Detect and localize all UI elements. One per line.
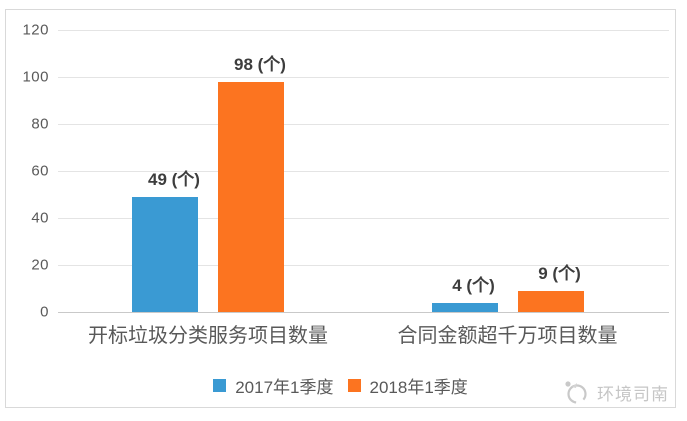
chart-frame: 0 20 40 60 80 100 120 49 (个) 98 (个) 4 (个) 9 (个) 开… — [5, 9, 676, 408]
legend-swatch-icon — [213, 379, 227, 392]
legend-label: 2018年1季度 — [369, 378, 468, 397]
gridline-80 — [58, 124, 669, 125]
legend-swatch-icon — [347, 379, 361, 392]
y-axis-tick-label: 60 — [31, 162, 49, 180]
gridline-100 — [58, 77, 669, 78]
bar-s0-c0 — [132, 196, 198, 312]
data-label-s1-c1: 9 (个) — [538, 263, 581, 283]
gridline-120 — [58, 30, 669, 31]
y-axis-tick-label: 40 — [31, 209, 49, 227]
watermark: 环境司南 — [562, 378, 669, 406]
gridline-20 — [58, 265, 669, 266]
category-label-0: 开标垃圾分类服务项目数量 — [88, 325, 328, 347]
y-axis-tick-label: 80 — [31, 115, 49, 133]
gridline-0 — [58, 312, 669, 313]
legend: 2017年1季度 2018年1季度 — [6, 373, 675, 398]
watermark-text: 环境司南 — [597, 384, 669, 404]
bar-s1-c0 — [218, 81, 284, 312]
data-label-s0-c0: 49 (个) — [148, 169, 200, 189]
compass-logo-icon — [565, 381, 587, 404]
legend-item-0: 2017年1季度 — [213, 373, 334, 398]
legend-label: 2017年1季度 — [235, 378, 334, 397]
y-axis-tick-label: 20 — [31, 256, 49, 274]
bar-s1-c1 — [517, 290, 584, 312]
y-axis-tick-label: 120 — [22, 21, 49, 39]
gridline-60 — [58, 171, 669, 172]
legend-item-1: 2018年1季度 — [347, 373, 468, 398]
gridline-40 — [58, 218, 669, 219]
y-axis-tick-label: 0 — [40, 303, 49, 321]
data-label-s0-c1: 4 (个) — [452, 275, 495, 295]
y-axis-tick-label: 100 — [22, 68, 49, 86]
category-label-1: 合同金额超千万项目数量 — [397, 325, 618, 347]
bar-s0-c1 — [431, 302, 498, 312]
data-label-s1-c0: 98 (个) — [234, 54, 286, 74]
